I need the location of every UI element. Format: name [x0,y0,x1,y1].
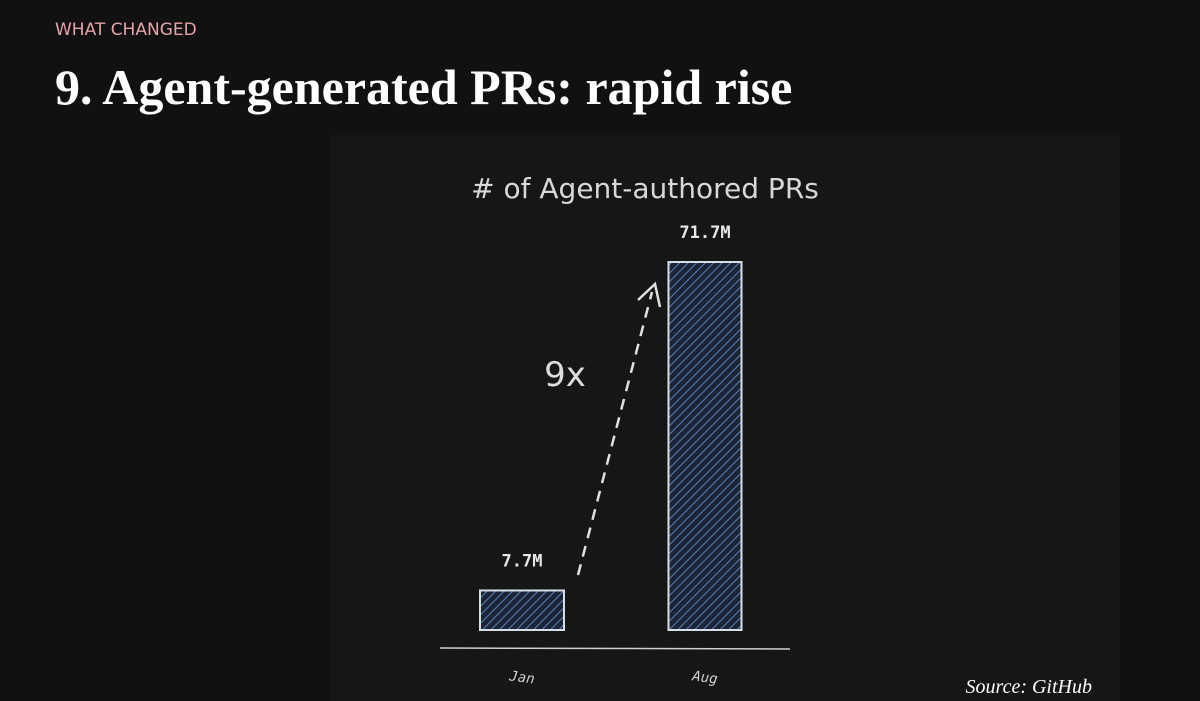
eyebrow: WHAT CHANGED [55,20,197,40]
bar [479,589,565,632]
x-tick-label: Jan [507,668,535,688]
arrow-shaft [576,291,654,576]
value-label: 71.7M [679,223,730,243]
baseline [439,647,791,650]
plot: 7.7M Jan 71.7M Aug [479,223,743,688]
chart-title: # of Agent-authored PRs [471,172,819,205]
slide-title: 9. Agent-generated PRs: rapid rise [55,59,792,115]
bar [667,261,743,631]
annotation: 9x [544,355,586,395]
x-tick-label: Aug [690,668,718,688]
value-label: 7.7M [502,551,543,571]
arrow-head [637,281,662,308]
source: Source: GitHub [966,676,1092,698]
